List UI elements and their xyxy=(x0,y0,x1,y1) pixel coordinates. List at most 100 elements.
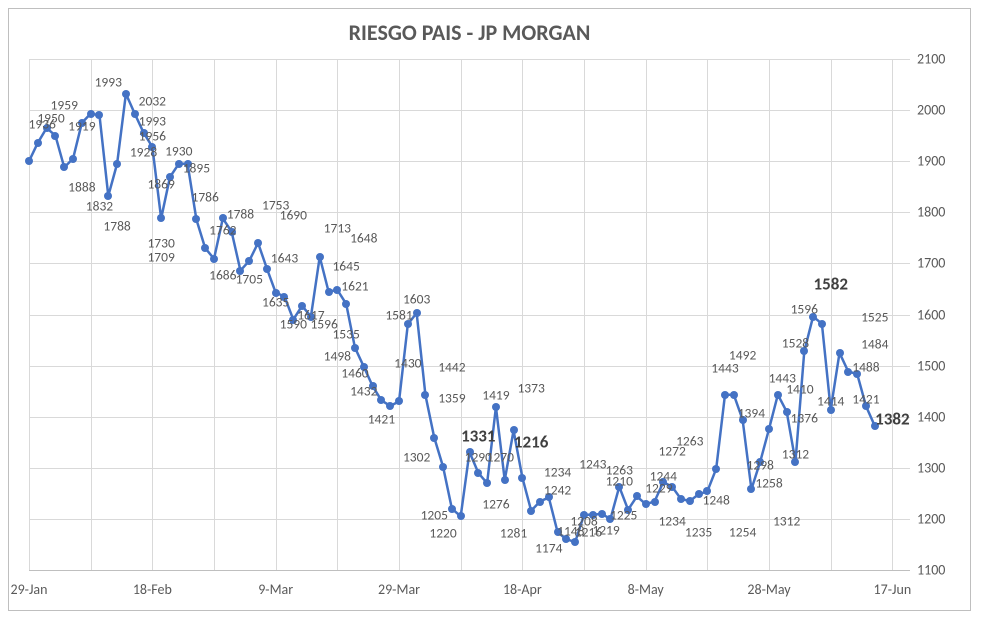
data-marker xyxy=(836,349,844,357)
x-tick-label: 17-Jun xyxy=(874,581,912,598)
data-label: 1582 xyxy=(813,275,847,292)
data-label: 1528 xyxy=(782,336,809,350)
data-marker xyxy=(342,300,350,308)
data-label: 1359 xyxy=(438,391,465,405)
data-label: 1242 xyxy=(544,483,571,497)
data-label: 1869 xyxy=(147,177,174,191)
data-label: 1442 xyxy=(438,360,465,374)
data-marker xyxy=(430,434,438,442)
y-tick-label: 2100 xyxy=(917,51,965,68)
data-marker xyxy=(527,507,535,515)
data-label: 1382 xyxy=(875,411,909,428)
x-tick-label: 29-Mar xyxy=(378,581,420,598)
data-label: 1248 xyxy=(702,493,729,507)
data-label: 1258 xyxy=(755,476,782,490)
data-marker xyxy=(818,320,826,328)
data-label: 1621 xyxy=(341,280,368,294)
data-label: 1484 xyxy=(861,337,888,351)
y-tick-label: 1900 xyxy=(917,153,965,170)
data-marker xyxy=(87,110,95,118)
data-marker xyxy=(122,90,130,98)
data-marker xyxy=(69,155,77,163)
data-label: 1525 xyxy=(861,310,888,324)
x-tick-label: 18-Feb xyxy=(133,581,172,598)
data-marker xyxy=(34,139,42,147)
data-label: 1220 xyxy=(429,526,456,540)
data-label: 1235 xyxy=(685,525,712,539)
data-label: 2032 xyxy=(139,94,166,108)
data-label: 1832 xyxy=(86,199,113,213)
x-tick-label: 8-May xyxy=(628,581,664,598)
data-marker xyxy=(686,497,694,505)
data-label: 1234 xyxy=(544,465,571,479)
data-marker xyxy=(651,498,659,506)
y-tick-label: 1400 xyxy=(917,408,965,425)
data-label: 1919 xyxy=(68,120,95,134)
y-tick-label: 1300 xyxy=(917,459,965,476)
data-label: 1535 xyxy=(332,327,359,341)
data-label: 1686 xyxy=(209,268,236,282)
data-label: 1410 xyxy=(786,382,813,396)
data-marker xyxy=(783,408,791,416)
data-label: 1174 xyxy=(535,541,562,555)
x-tick-label: 28-May xyxy=(747,581,790,598)
data-label: 1930 xyxy=(165,144,192,158)
data-marker xyxy=(492,403,500,411)
y-tick-label: 2000 xyxy=(917,102,965,119)
data-label: 1394 xyxy=(738,406,765,420)
data-marker xyxy=(677,495,685,503)
data-marker xyxy=(501,476,509,484)
data-label: 1498 xyxy=(324,350,351,364)
data-marker xyxy=(175,160,183,168)
data-label: 1762 xyxy=(209,223,236,237)
data-marker xyxy=(131,110,139,118)
data-label: 1270 xyxy=(487,450,514,464)
data-label: 1959 xyxy=(51,98,78,112)
data-marker xyxy=(642,500,650,508)
data-label: 1430 xyxy=(394,356,421,370)
data-label: 1229 xyxy=(645,481,672,495)
data-marker xyxy=(113,160,121,168)
x-tick-label: 9-Mar xyxy=(258,581,293,598)
data-label: 1414 xyxy=(817,395,844,409)
data-label: 1421 xyxy=(852,392,879,406)
data-label: 1928 xyxy=(130,145,157,159)
data-label: 1243 xyxy=(579,457,606,471)
data-label: 1788 xyxy=(227,207,254,221)
data-marker xyxy=(518,474,526,482)
y-tick-label: 1500 xyxy=(917,357,965,374)
data-marker xyxy=(254,239,262,247)
data-label: 1281 xyxy=(500,526,527,540)
gridline-h xyxy=(29,570,910,571)
data-marker xyxy=(263,265,271,273)
data-label: 1216 xyxy=(514,434,548,451)
plot-area: 1100120013001400150016001700180019002000… xyxy=(29,59,910,570)
data-label: 1419 xyxy=(482,388,509,402)
data-marker xyxy=(765,425,773,433)
x-tick-label: 29-Jan xyxy=(10,581,47,598)
data-label: 1895 xyxy=(183,162,210,176)
data-label: 1488 xyxy=(852,360,879,374)
data-label: 1225 xyxy=(610,508,637,522)
x-tick-label: 18-Apr xyxy=(503,581,542,598)
data-marker xyxy=(774,391,782,399)
data-marker xyxy=(695,490,703,498)
data-marker xyxy=(316,253,324,261)
data-label: 1603 xyxy=(403,292,430,306)
data-marker xyxy=(210,255,218,263)
data-label: 1492 xyxy=(729,349,756,363)
data-label: 1596 xyxy=(791,303,818,317)
data-label: 1219 xyxy=(592,523,619,537)
data-label: 1263 xyxy=(606,463,633,477)
data-label: 1331 xyxy=(461,427,495,444)
data-marker xyxy=(325,288,333,296)
data-label: 1312 xyxy=(782,447,809,461)
data-label: 1645 xyxy=(332,259,359,273)
data-marker xyxy=(721,391,729,399)
data-label: 1276 xyxy=(482,497,509,511)
data-label: 1373 xyxy=(517,381,544,395)
data-label: 1254 xyxy=(729,525,756,539)
y-tick-label: 1700 xyxy=(917,255,965,272)
chart-frame: RIESGO PAIS - JP MORGAN 1100120013001400… xyxy=(8,8,971,611)
data-label: 1788 xyxy=(103,219,130,233)
